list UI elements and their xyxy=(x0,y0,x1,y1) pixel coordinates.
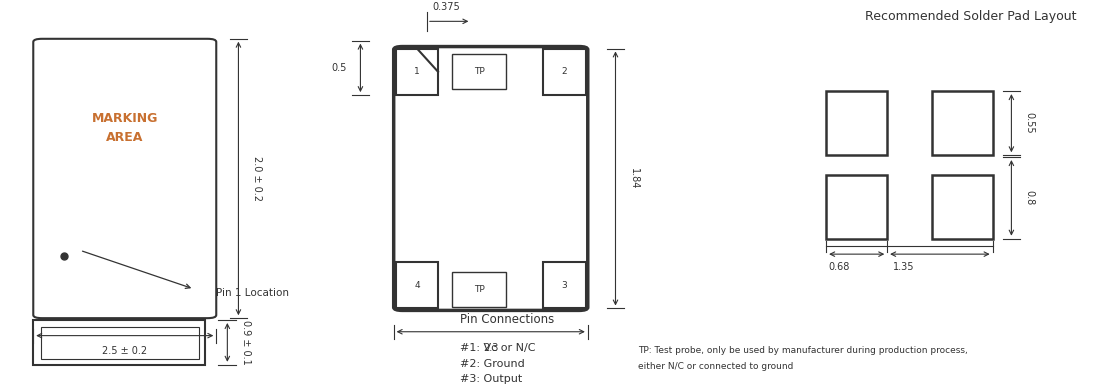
Text: Pin 1 Location: Pin 1 Location xyxy=(216,288,289,298)
Bar xyxy=(826,175,887,239)
Bar xyxy=(396,48,438,95)
Text: 1.84: 1.84 xyxy=(629,168,639,189)
Text: 0.9 ± 0.1: 0.9 ± 0.1 xyxy=(241,320,251,365)
Text: 0.55: 0.55 xyxy=(1025,113,1035,134)
Bar xyxy=(826,91,887,155)
Text: #3: Output: #3: Output xyxy=(460,374,522,384)
Bar xyxy=(396,262,438,308)
FancyBboxPatch shape xyxy=(394,47,588,310)
Text: TP: TP xyxy=(474,67,485,76)
Bar xyxy=(452,54,506,89)
Text: TP: TP xyxy=(474,284,485,294)
Text: Pin Connections: Pin Connections xyxy=(460,313,554,326)
Text: Recommended Solder Pad Layout: Recommended Solder Pad Layout xyxy=(865,10,1076,23)
Bar xyxy=(452,272,506,307)
Text: #2: Ground: #2: Ground xyxy=(460,359,525,369)
Text: 3: 3 xyxy=(561,281,568,290)
Text: 2: 2 xyxy=(561,67,568,76)
Text: 1: 1 xyxy=(414,67,420,76)
Text: 2.5 ± 0.2: 2.5 ± 0.2 xyxy=(102,346,147,357)
Text: MARKING
AREA: MARKING AREA xyxy=(92,112,157,144)
Text: TP: Test probe, only be used by manufacturer during production process,: TP: Test probe, only be used by manufact… xyxy=(638,346,967,355)
Bar xyxy=(41,327,199,359)
Text: 2.3: 2.3 xyxy=(484,343,498,353)
Text: either N/C or connected to ground: either N/C or connected to ground xyxy=(638,362,793,371)
Text: 0.375: 0.375 xyxy=(433,2,460,12)
Bar xyxy=(33,320,205,365)
Text: 0.68: 0.68 xyxy=(828,262,849,272)
FancyBboxPatch shape xyxy=(33,39,216,318)
Bar xyxy=(932,91,993,155)
Bar xyxy=(543,262,586,308)
Text: 1.35: 1.35 xyxy=(893,262,914,272)
Text: 2.0 ± 0.2: 2.0 ± 0.2 xyxy=(252,156,262,201)
Bar xyxy=(932,175,993,239)
Bar xyxy=(543,48,586,95)
Text: 4: 4 xyxy=(414,281,420,290)
Text: 0.5: 0.5 xyxy=(332,63,347,73)
Text: #1: Vc or N/C: #1: Vc or N/C xyxy=(460,343,536,353)
Text: 0.8: 0.8 xyxy=(1025,190,1035,206)
